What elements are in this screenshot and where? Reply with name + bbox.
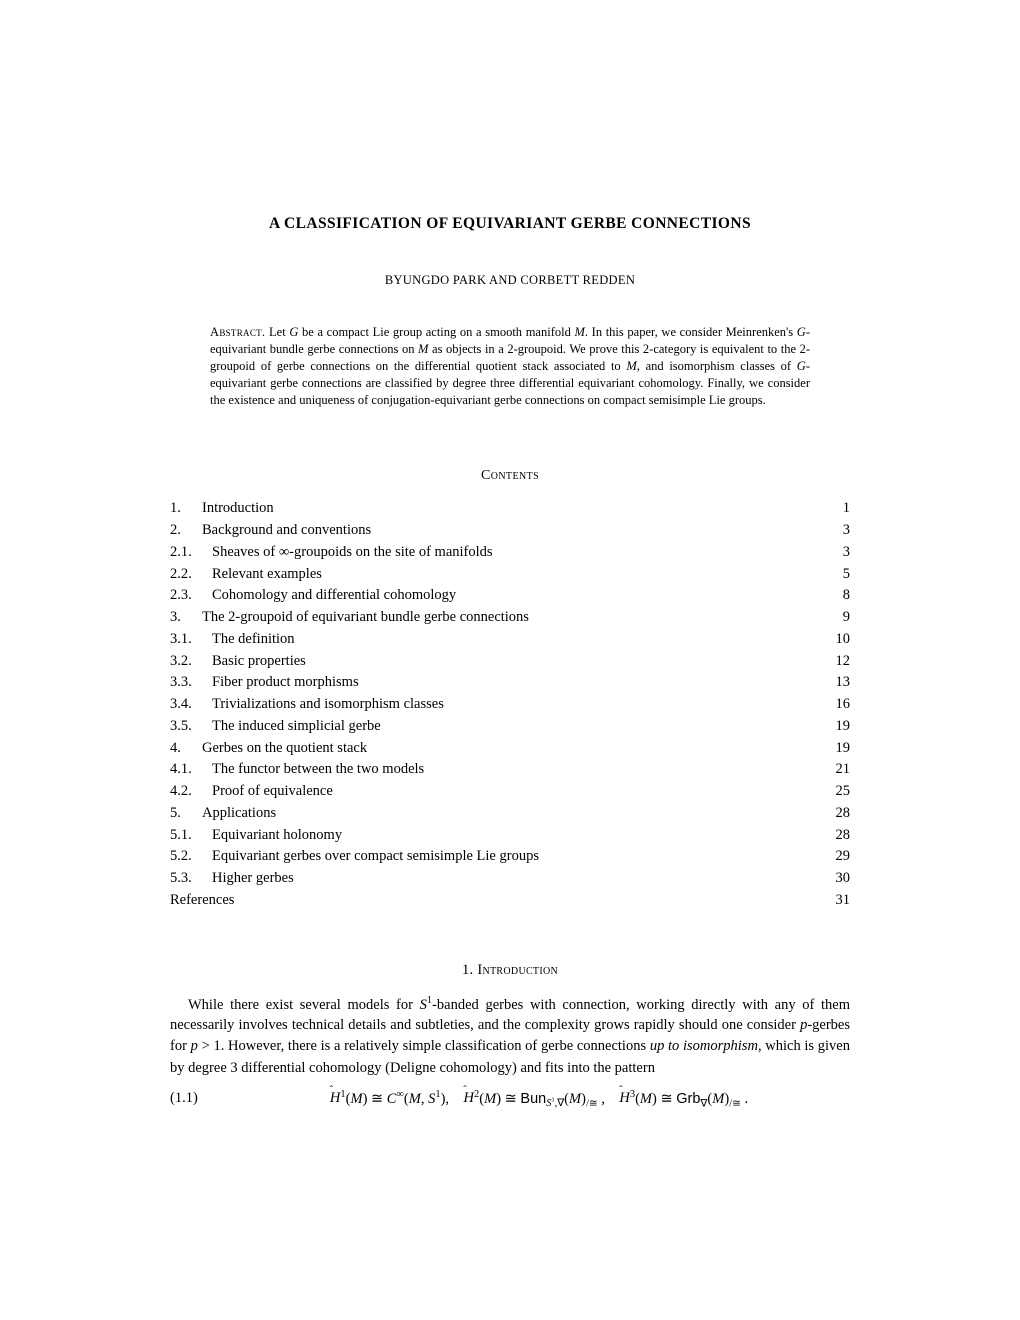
toc-row: 3.1.The definition10 bbox=[170, 629, 850, 651]
toc-row: 2.Background and conventions3 bbox=[170, 520, 850, 542]
toc-row: 3.2.Basic properties12 bbox=[170, 651, 850, 673]
toc-row: 2.3.Cohomology and differential cohomolo… bbox=[170, 585, 850, 607]
authors: BYUNGDO PARK AND CORBETT REDDEN bbox=[170, 273, 850, 288]
toc-row: 4.1.The functor between the two models21 bbox=[170, 759, 850, 781]
abstract-body: Let G be a compact Lie group acting on a… bbox=[210, 325, 810, 407]
toc-row: 1.Introduction1 bbox=[170, 498, 850, 520]
toc-row: 2.2.Relevant examples5 bbox=[170, 564, 850, 586]
equation-number: (1.1) bbox=[170, 1090, 228, 1107]
toc-row: 3.4.Trivializations and isomorphism clas… bbox=[170, 694, 850, 716]
toc-row: 5.3.Higher gerbes30 bbox=[170, 868, 850, 890]
abstract-label: Abstract. bbox=[210, 325, 265, 339]
toc-row: References31 bbox=[170, 890, 850, 912]
table-of-contents: 1.Introduction1 2.Background and convent… bbox=[170, 498, 850, 911]
toc-row: 3.The 2-groupoid of equivariant bundle g… bbox=[170, 607, 850, 629]
contents-heading: Contents bbox=[170, 468, 850, 484]
toc-row: 5.1.Equivariant holonomy28 bbox=[170, 825, 850, 847]
toc-row: 4.2.Proof of equivalence25 bbox=[170, 781, 850, 803]
toc-row: 3.3.Fiber product morphisms13 bbox=[170, 672, 850, 694]
abstract: Abstract. Let G be a compact Lie group a… bbox=[210, 324, 810, 408]
equation-1-1: (1.1) ̂H1(M) ≅ C∞(M, S1), ̂H2(M) ≅ BunS1… bbox=[170, 1089, 850, 1110]
equation-body: ̂H1(M) ≅ C∞(M, S1), ̂H2(M) ≅ BunS1,∇(M)/… bbox=[228, 1089, 850, 1110]
toc-row: 5.2.Equivariant gerbes over compact semi… bbox=[170, 846, 850, 868]
toc-row: 4.Gerbes on the quotient stack19 bbox=[170, 738, 850, 760]
toc-row: 5.Applications28 bbox=[170, 803, 850, 825]
toc-row: 3.5.The induced simplicial gerbe19 bbox=[170, 716, 850, 738]
intro-paragraph: While there exist several models for S1-… bbox=[170, 993, 850, 1079]
paper-title: A CLASSIFICATION OF EQUIVARIANT GERBE CO… bbox=[170, 215, 850, 233]
section-1-heading: 1. Introduction bbox=[170, 962, 850, 979]
toc-row: 2.1.Sheaves of ∞-groupoids on the site o… bbox=[170, 542, 850, 564]
